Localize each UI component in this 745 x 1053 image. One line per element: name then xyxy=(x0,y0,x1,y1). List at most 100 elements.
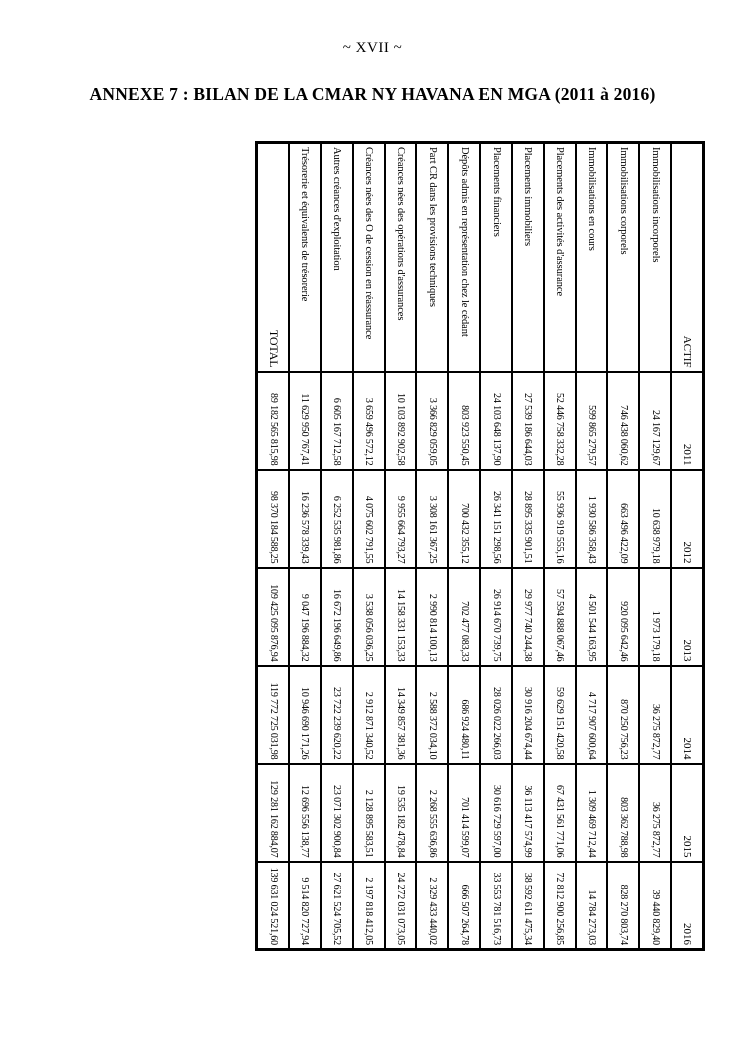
value-cell: 33 553 781 516,73 xyxy=(480,861,512,950)
value-cell: 23 722 239 620,22 xyxy=(320,665,353,764)
value-cell: 686 924 480,11 xyxy=(448,665,481,764)
page-number-roman: ~ XVII ~ xyxy=(342,40,403,56)
value-cell: 11 629 950 767,41 xyxy=(289,371,321,470)
table-row: Trésorerie et équivalents de trésorerie 1… xyxy=(289,142,321,950)
table-row: Créances nées des opérations d'assurance… xyxy=(384,142,417,950)
value-cell: 129 281 162 884,07 xyxy=(256,763,290,862)
row-label: Dépôts admis en représentation chez le c… xyxy=(448,142,481,372)
value-cell: 1 309 469 712,44 xyxy=(575,763,608,862)
value-cell: 3 659 496 572,12 xyxy=(352,371,385,470)
value-cell: 14 784 273,03 xyxy=(575,861,608,950)
value-cell: 702 477 083,33 xyxy=(448,567,481,666)
column-header-year: 2015 xyxy=(671,763,704,862)
value-cell: 3 308 161 367,25 xyxy=(416,469,449,568)
value-cell: 24 272 031 073,05 xyxy=(384,861,417,950)
value-cell: 2 588 372 034,10 xyxy=(416,665,449,764)
row-label: Immobilisations corporels xyxy=(607,142,640,372)
table-header-row: ACTIF 2011 2012 2013 2014 2015 2016 xyxy=(671,142,704,950)
value-cell: 663 496 422,09 xyxy=(607,469,640,568)
value-cell: 52 446 758 332,28 xyxy=(543,371,576,470)
table-row: Créances nées des O de cession en réassu… xyxy=(352,142,385,950)
value-cell: 109 425 095 876,94 xyxy=(256,567,290,666)
value-cell: 6 252 535 981,86 xyxy=(320,469,353,568)
table-row: Part CR dans les provisions techniques 3 … xyxy=(416,142,449,950)
value-cell: 29 977 740 244,38 xyxy=(511,567,544,666)
value-cell: 59 629 151 420,58 xyxy=(543,665,576,764)
value-cell: 36 113 417 574,99 xyxy=(511,763,544,862)
total-row-label: TOTAL xyxy=(256,142,290,372)
value-cell: 6 605 167 712,58 xyxy=(320,371,353,470)
value-cell: 599 865 279,57 xyxy=(575,371,608,470)
value-cell: 1 930 586 358,43 xyxy=(575,469,608,568)
value-cell: 39 440 829,40 xyxy=(639,861,672,950)
value-cell: 89 182 565 815,98 xyxy=(256,371,290,470)
value-cell: 10 638 979,18 xyxy=(639,469,672,568)
row-label: Placements immobiliers xyxy=(511,142,544,372)
value-cell: 27 539 186 644,03 xyxy=(511,371,544,470)
value-cell: 30 616 729 597,00 xyxy=(480,763,512,862)
table-row: Immobilisations incorporels 24 167 129,67… xyxy=(639,142,672,950)
balance-sheet-table: ACTIF 2011 2012 2013 2014 2015 2016 Immobilisa… xyxy=(255,141,705,951)
value-cell: 16 236 578 339,43 xyxy=(289,469,321,568)
value-cell: 12 696 556 138,77 xyxy=(289,763,321,862)
column-header-year: 2011 xyxy=(671,371,704,470)
column-header-year: 2013 xyxy=(671,567,704,666)
value-cell: 119 772 725 031,98 xyxy=(256,665,290,764)
value-cell: 98 370 184 588,25 xyxy=(256,469,290,568)
value-cell: 16 672 196 649,86 xyxy=(320,567,353,666)
value-cell: 14 349 857 381,36 xyxy=(384,665,417,764)
table-row: Placements financiers 24 103 648 137,90 26… xyxy=(480,142,512,950)
value-cell: 14 158 331 153,33 xyxy=(384,567,417,666)
value-cell: 870 250 756,23 xyxy=(607,665,640,764)
value-cell: 19 535 182 478,84 xyxy=(384,763,417,862)
row-label: Autres créances d'exploitation xyxy=(320,142,353,372)
value-cell: 746 438 060,62 xyxy=(607,371,640,470)
value-cell: 700 432 355,12 xyxy=(448,469,481,568)
row-label: Placements des activités d'assurance xyxy=(543,142,576,372)
table-row: Placements immobiliers 27 539 186 644,03 2… xyxy=(511,142,544,950)
value-cell: 9 514 820 727,94 xyxy=(289,861,321,950)
row-label: Immobilisations incorporels xyxy=(639,142,672,372)
table-row: Immobilisations corporels 746 438 060,62 6… xyxy=(607,142,640,950)
value-cell: 701 414 599,07 xyxy=(448,763,481,862)
value-cell: 2 990 814 100,13 xyxy=(416,567,449,666)
value-cell: 2 128 895 583,51 xyxy=(352,763,385,862)
annex-title: ANNEXE 7 : BILAN DE LA CMAR NY HAVANA EN… xyxy=(89,84,656,104)
value-cell: 4 501 544 163,95 xyxy=(575,567,608,666)
value-cell: 38 592 611 475,34 xyxy=(511,861,544,950)
value-cell: 72 812 900 256,85 xyxy=(543,861,576,950)
value-cell: 139 631 024 521,60 xyxy=(256,861,290,950)
value-cell: 55 936 919 555,16 xyxy=(543,469,576,568)
value-cell: 2 912 871 340,52 xyxy=(352,665,385,764)
value-cell: 28 026 022 266,03 xyxy=(480,665,512,764)
value-cell: 2 329 433 440,02 xyxy=(416,861,449,950)
value-cell: 2 268 555 636,86 xyxy=(416,763,449,862)
value-cell: 10 103 892 902,58 xyxy=(384,371,417,470)
table-row: Dépôts admis en représentation chez le c… xyxy=(448,142,481,950)
value-cell: 23 071 302 900,84 xyxy=(320,763,353,862)
table-row: Autres créances d'exploitation 6 605 167 … xyxy=(320,142,353,950)
value-cell: 36 275 872,77 xyxy=(639,763,672,862)
value-cell: 3 538 056 036,25 xyxy=(352,567,385,666)
value-cell: 1 973 179,18 xyxy=(639,567,672,666)
value-cell: 4 717 907 600,64 xyxy=(575,665,608,764)
value-cell: 9 955 664 793,27 xyxy=(384,469,417,568)
value-cell: 26 914 670 739,75 xyxy=(480,567,512,666)
row-label: Immobilisations en cours xyxy=(575,142,608,372)
value-cell: 828 270 803,74 xyxy=(607,861,640,950)
rotated-table-container: ACTIF 2011 2012 2013 2014 2015 2016 Immobilisa… xyxy=(255,141,705,951)
value-cell: 920 095 642,46 xyxy=(607,567,640,666)
column-header-year: 2012 xyxy=(671,469,704,568)
value-cell: 28 895 335 901,51 xyxy=(511,469,544,568)
value-cell: 10 946 690 171,26 xyxy=(289,665,321,764)
column-header-year: 2014 xyxy=(671,665,704,764)
value-cell: 3 366 829 059,05 xyxy=(416,371,449,470)
row-label: Trésorerie et équivalents de trésorerie xyxy=(289,142,321,372)
column-header-actif: ACTIF xyxy=(671,142,704,372)
value-cell: 9 047 196 884,32 xyxy=(289,567,321,666)
total-row: TOTAL 89 182 565 815,98 98 370 184 588,25 1… xyxy=(256,142,290,950)
value-cell: 24 167 129,67 xyxy=(639,371,672,470)
value-cell: 2 197 818 412,05 xyxy=(352,861,385,950)
row-label: Placements financiers xyxy=(480,142,512,372)
value-cell: 803 923 550,45 xyxy=(448,371,481,470)
